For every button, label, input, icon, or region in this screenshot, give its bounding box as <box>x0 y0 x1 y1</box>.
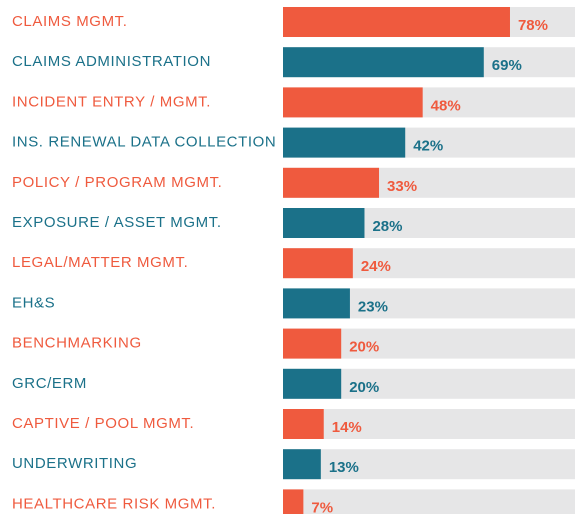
category-label: INS. RENEWAL DATA COLLECTION <box>12 134 276 151</box>
category-label: CLAIMS MGMT. <box>12 13 128 30</box>
category-label: CAPTIVE / POOL MGMT. <box>12 415 194 432</box>
bar <box>283 47 484 78</box>
bar <box>283 368 342 399</box>
bar-track <box>283 489 575 514</box>
category-label: POLICY / PROGRAM MGMT. <box>12 174 222 191</box>
category-label: BENCHMARKING <box>12 335 142 352</box>
bar <box>283 87 423 118</box>
value-label: 48% <box>431 97 461 114</box>
category-label: INCIDENT ENTRY / MGMT. <box>12 93 211 110</box>
value-label: 14% <box>332 419 362 436</box>
value-label: 20% <box>349 379 379 396</box>
category-label: EXPOSURE / ASSET MGMT. <box>12 214 222 231</box>
bar <box>283 489 304 514</box>
category-label: HEALTHCARE RISK MGMT. <box>12 495 216 512</box>
value-label: 7% <box>311 499 333 514</box>
category-label: LEGAL/MATTER MGMT. <box>12 254 188 271</box>
value-label: 69% <box>492 57 522 74</box>
category-label: GRC/ERM <box>12 375 87 392</box>
bar-track <box>283 409 575 439</box>
value-label: 24% <box>361 258 391 275</box>
category-label: EH&S <box>12 294 55 311</box>
bar <box>283 449 321 480</box>
bar <box>283 288 350 319</box>
bar <box>283 328 342 359</box>
value-label: 78% <box>518 17 548 34</box>
category-label: UNDERWRITING <box>12 455 137 472</box>
value-label: 23% <box>358 298 388 315</box>
bar-track <box>283 449 575 480</box>
bar <box>283 167 380 198</box>
bar <box>283 248 353 279</box>
bar <box>283 127 406 158</box>
value-label: 42% <box>413 138 443 155</box>
value-label: 20% <box>349 339 379 356</box>
value-label: 28% <box>372 218 402 235</box>
bar <box>283 208 365 238</box>
category-label: CLAIMS ADMINISTRATION <box>12 53 211 70</box>
value-label: 13% <box>329 459 359 476</box>
value-label: 33% <box>387 178 417 195</box>
bar <box>283 7 510 37</box>
bar <box>283 409 324 439</box>
